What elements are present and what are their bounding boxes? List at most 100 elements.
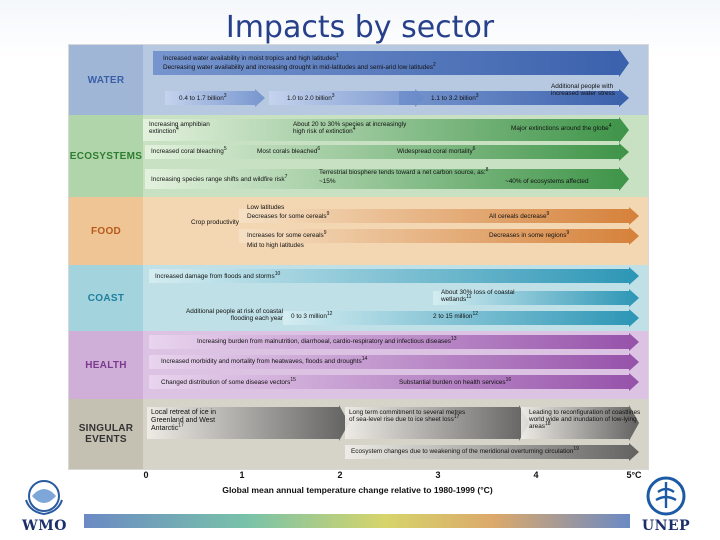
item-text: Most corals bleached: [257, 148, 318, 155]
item-text: Terrestrial biosphere tends toward a net…: [319, 169, 486, 176]
ref: 4: [176, 126, 179, 133]
item-text: Local retreat of ice in Greenland and We…: [151, 409, 216, 432]
ref: 6: [472, 145, 476, 152]
ref: 18: [545, 421, 551, 428]
item-coral-mortality: Widespread coral mortality6: [397, 145, 476, 155]
item-text: Mid to high latitudes: [247, 242, 304, 249]
item-water-stress-label: Additional people with increased water s…: [551, 83, 617, 97]
impact-arrow: [145, 143, 629, 161]
impact-arrow: [149, 353, 639, 371]
ref: 15: [290, 376, 296, 383]
item-decreases-cereals: Decreases for some cereals9: [247, 210, 330, 220]
x-axis: 0 1 2 3 4 5°C Global mean annual tempera…: [68, 468, 647, 498]
ref: 3: [223, 92, 227, 99]
impact-arrow: [149, 333, 639, 351]
x-axis-label: Global mean annual temperature change re…: [222, 485, 493, 495]
item-text: Decreases in some regions: [489, 232, 567, 239]
ref: 4: [608, 122, 612, 129]
impact-arrow: [345, 443, 639, 461]
item-health-services: Substantial burden on health services16: [399, 376, 512, 386]
item-text: Decreasing water availability and increa…: [163, 64, 433, 71]
item-text: Increased water availability in moist tr…: [163, 55, 336, 62]
item-text: About 30% loss of coastal wetlands: [441, 289, 515, 304]
item-coastal-wetlands: About 30% loss of coastal wetlands11: [441, 289, 521, 303]
band-food: FOOD: [69, 197, 648, 265]
item-text: Decreases for some cereals: [247, 213, 327, 220]
item-decreases-regions: Decreases in some regions9: [489, 229, 570, 239]
x-tick: 5°C: [626, 470, 642, 480]
sector-label-coast: COAST: [69, 265, 143, 331]
item-malnutrition: Increasing burden from malnutrition, dia…: [197, 335, 457, 345]
item-coastal-1: 0 to 3 million12: [291, 311, 332, 320]
item-text: 0.4 to 1.7 billion: [179, 95, 224, 102]
sector-label-health: HEALTH: [69, 331, 143, 399]
x-tick: 0: [143, 470, 149, 480]
ref: 13: [450, 335, 457, 342]
item-crop-productivity: Crop productivity: [189, 219, 239, 226]
sector-label-food: FOOD: [69, 197, 143, 265]
item-ice-retreat: Local retreat of ice in Greenland and We…: [151, 409, 237, 433]
ref: 17: [178, 422, 184, 429]
ref: 9: [326, 210, 330, 217]
wmo-emblem-icon: [25, 480, 64, 516]
unep-logo: UNEP: [640, 474, 692, 534]
impact-arrow: [239, 207, 639, 225]
ref: 2: [432, 61, 436, 68]
item-major-extinctions: Major extinctions around the globe4: [511, 122, 612, 132]
impacts-figure: WATER ECOSYSTEMS FOOD COAST HEALTH SINGU…: [68, 44, 649, 470]
impact-arrow: [399, 89, 629, 107]
x-tick: 3: [435, 470, 441, 480]
item-mid-high-latitudes: Mid to high latitudes: [247, 242, 304, 249]
item-carbon-15: ~15%: [319, 178, 336, 185]
item-text: Increases for some cereals: [247, 232, 324, 239]
impact-arrow: [149, 267, 639, 285]
item-text: Increased morbidity and mortality from h…: [161, 358, 362, 365]
item-water-stress-1: 0.4 to 1.7 billion3: [179, 92, 227, 102]
x-tick: 2: [337, 470, 343, 480]
item-water-drought: Decreasing water availability and increa…: [163, 61, 436, 71]
sector-singular-text: SINGULAR EVENTS: [78, 423, 134, 445]
impact-arrow: [283, 309, 639, 327]
sector-water-text: WATER: [87, 74, 125, 86]
impact-arrow: [145, 167, 629, 191]
item-text: 0 to 3 million: [291, 313, 327, 320]
item-text: Changed distribution of some disease vec…: [161, 379, 291, 386]
unep-emblem-icon: [646, 476, 686, 516]
slide-title: Impacts by sector: [225, 10, 495, 45]
ref: 3: [331, 92, 335, 99]
ref: 19: [573, 445, 579, 452]
footer-color-bar: [84, 514, 630, 528]
ref: 10: [274, 270, 281, 277]
item-text: Increasing burden from malnutrition, dia…: [197, 338, 451, 345]
item-text: 2 to 15 million: [433, 313, 473, 320]
ref: 11: [466, 294, 472, 301]
unep-logo-text: UNEP: [641, 518, 691, 534]
item-coastal-flooding: Additional people at risk of coastal flo…: [175, 308, 283, 322]
item-all-cereals-decrease: All cereals decrease9: [489, 210, 550, 220]
item-coastal-2: 2 to 15 million12: [433, 310, 478, 320]
ref: 9: [546, 210, 550, 217]
impact-arrow: [153, 49, 629, 77]
item-text: Increasing species range shifts and wild…: [151, 176, 285, 183]
ref: 4: [352, 126, 356, 133]
ref: 12: [472, 310, 478, 317]
item-water-stress-2: 1.0 to 2.0 billion3: [287, 92, 335, 102]
ref: 16: [505, 376, 512, 383]
ref: 9: [566, 229, 570, 236]
sector-coast-text: COAST: [87, 292, 125, 304]
impact-arrow: [269, 89, 425, 107]
item-text: All cereals decrease: [489, 213, 547, 220]
item-text: ~15%: [319, 178, 336, 185]
impact-arrow: [143, 117, 629, 143]
item-increases-cereals: Increases for some cereals9: [247, 230, 327, 239]
impact-arrow: [521, 405, 639, 441]
item-carbon-40: ~40% of ecosystems affected: [505, 178, 589, 185]
item-text: Low latitudes: [247, 204, 285, 211]
impact-arrow: [165, 89, 265, 107]
item-water-availability: Increased water availability in moist tr…: [163, 53, 339, 62]
item-disease-vectors: Changed distribution of some disease vec…: [161, 376, 296, 386]
item-text: ~40% of ecosystems affected: [505, 178, 589, 185]
item-text: Long term commitment to several metres o…: [349, 409, 466, 424]
ref: 8: [485, 166, 489, 173]
item-corals-bleached: Most corals bleached6: [257, 146, 320, 155]
